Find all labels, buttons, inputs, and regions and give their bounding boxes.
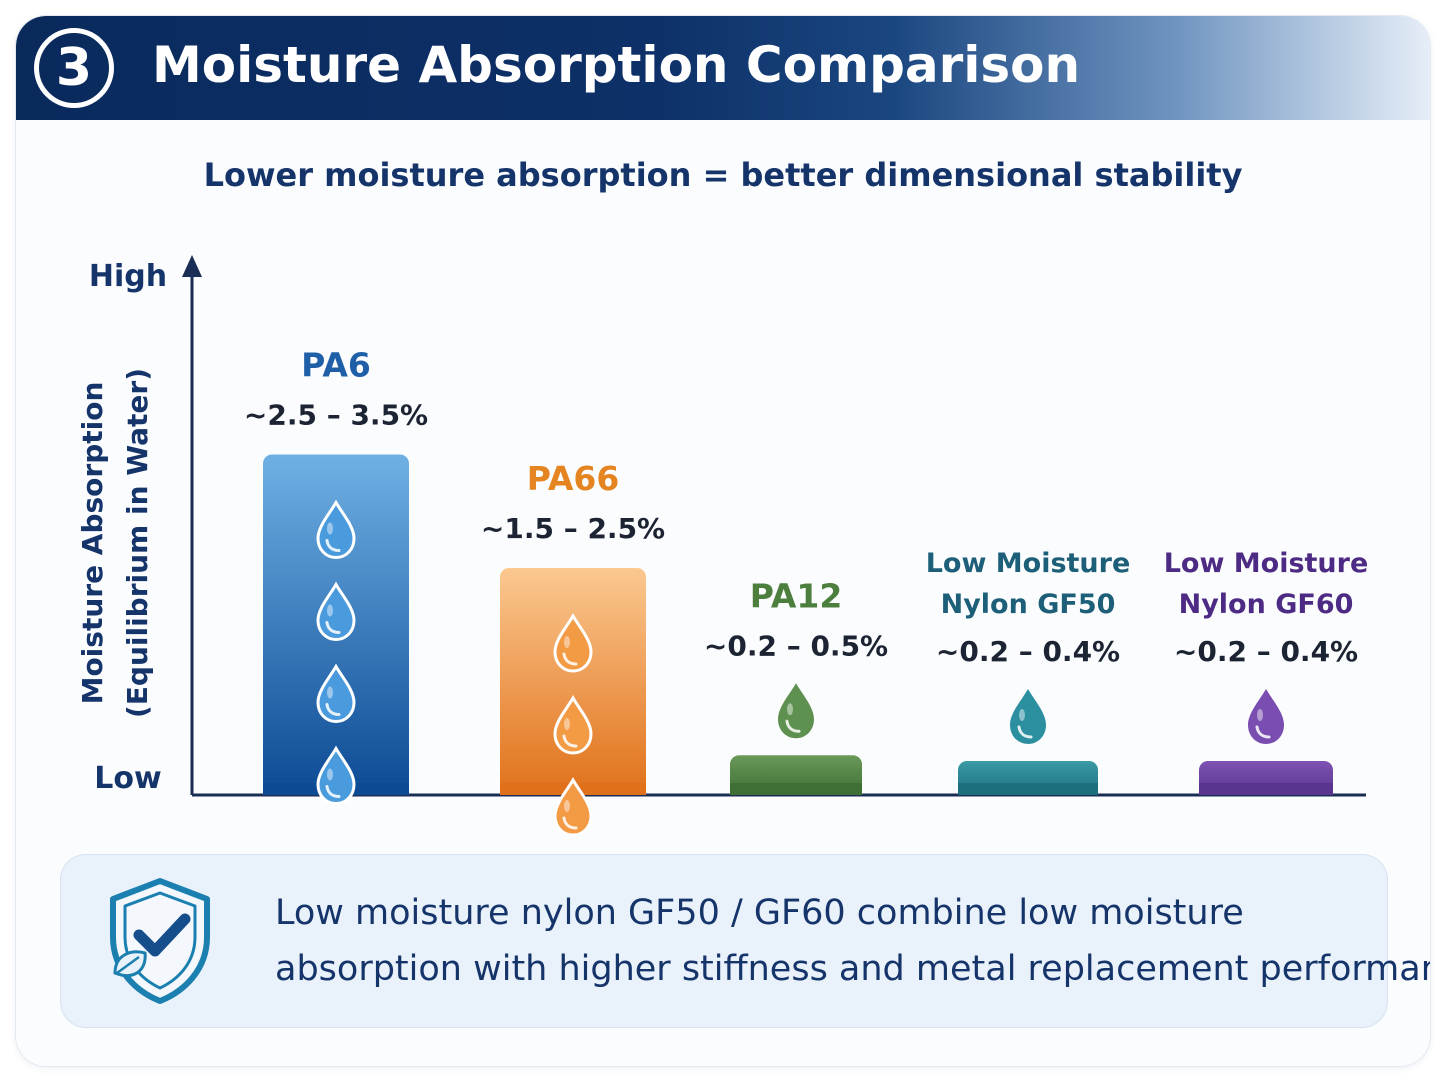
category-label: Low Moisture <box>1164 548 1369 579</box>
y-axis-arrow-icon <box>182 255 202 277</box>
category-label: PA12 <box>750 576 843 615</box>
slide-card: 3 Moisture Absorption Comparison Lower m… <box>16 16 1430 1066</box>
water-droplet-icon <box>553 613 593 673</box>
bar <box>500 568 646 795</box>
category-label: Nylon GF60 <box>1179 589 1354 620</box>
y-high-label: High <box>89 259 167 294</box>
water-droplet-icon <box>553 695 593 755</box>
y-axis-sublabel: (Equilibrium in Water) <box>121 368 154 718</box>
data-label: ~1.5 – 2.5% <box>481 512 665 545</box>
data-label: ~0.2 – 0.5% <box>704 629 888 662</box>
step-number-badge: 3 <box>34 28 114 108</box>
water-droplet-icon <box>553 777 593 836</box>
water-droplet-icon <box>316 581 356 642</box>
water-droplet-icon <box>316 499 356 560</box>
y-low-label: Low <box>94 761 161 796</box>
shield-check-icon <box>110 878 210 1004</box>
category-label: PA66 <box>527 459 620 498</box>
data-label: ~0.2 – 0.4% <box>936 635 1120 668</box>
water-droplet-icon <box>1010 688 1046 744</box>
category-label: Nylon GF50 <box>941 589 1116 620</box>
y-axis-label: Moisture Absorption <box>76 382 109 705</box>
chart-title: Lower moisture absorption = better dimen… <box>203 156 1243 194</box>
callout-text-line-2: absorption with higher stiffness and met… <box>275 949 1430 989</box>
header-banner: 3 Moisture Absorption Comparison <box>16 16 1430 120</box>
water-droplet-icon <box>316 663 356 724</box>
bar-chart: High Low Moisture Absorption (Equilibrium i… <box>76 255 1369 836</box>
callout-text-line-1: Low moisture nylon GF50 / GF60 combine l… <box>275 893 1244 933</box>
water-droplet-icon <box>1248 688 1284 744</box>
callout-box: Low moisture nylon GF50 / GF60 combine l… <box>60 854 1430 1028</box>
data-label: ~0.2 – 0.4% <box>1174 635 1358 668</box>
page-title: Moisture Absorption Comparison <box>152 36 1081 94</box>
water-droplet-icon <box>316 745 356 806</box>
data-label: ~2.5 – 3.5% <box>244 399 428 432</box>
water-droplet-icon <box>778 683 814 739</box>
category-label: PA6 <box>301 346 371 385</box>
category-label: Low Moisture <box>926 548 1131 579</box>
